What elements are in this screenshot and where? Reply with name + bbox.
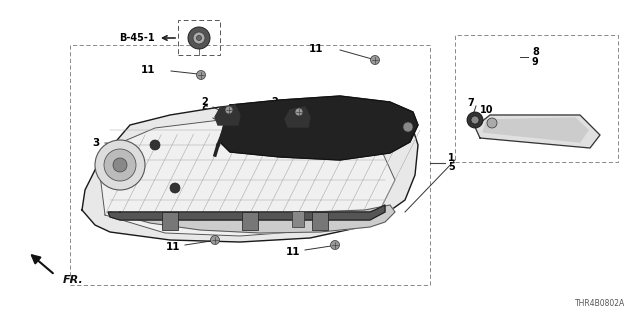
Circle shape: [150, 140, 160, 150]
Bar: [292, 211, 304, 227]
Polygon shape: [82, 100, 418, 242]
Text: 9: 9: [532, 57, 539, 67]
Bar: [70, 45, 430, 285]
Circle shape: [467, 112, 483, 128]
Text: 10: 10: [480, 105, 493, 115]
Circle shape: [211, 236, 220, 244]
Text: 7: 7: [467, 98, 474, 108]
Polygon shape: [100, 115, 395, 236]
Text: 3: 3: [273, 214, 280, 224]
Polygon shape: [475, 115, 600, 148]
Bar: [312, 212, 328, 230]
Polygon shape: [285, 107, 310, 127]
Circle shape: [295, 108, 303, 116]
Circle shape: [487, 118, 497, 128]
Text: 5: 5: [448, 162, 455, 172]
Text: 2: 2: [271, 97, 278, 107]
Circle shape: [95, 140, 145, 190]
Circle shape: [196, 36, 202, 41]
Text: THR4B0802A: THR4B0802A: [575, 299, 625, 308]
Circle shape: [104, 149, 136, 181]
Polygon shape: [108, 205, 385, 220]
Text: 6: 6: [201, 105, 208, 115]
Circle shape: [225, 106, 233, 114]
Bar: [455, 35, 618, 162]
Text: B-45-1: B-45-1: [120, 33, 155, 43]
Polygon shape: [483, 118, 588, 142]
Bar: [178, 20, 220, 55]
Text: 11: 11: [285, 247, 300, 257]
Circle shape: [170, 183, 180, 193]
Text: 11: 11: [166, 242, 180, 252]
Text: 1: 1: [448, 153, 455, 163]
Circle shape: [403, 122, 413, 132]
Text: 4: 4: [271, 112, 278, 122]
Circle shape: [113, 158, 127, 172]
Circle shape: [188, 27, 210, 49]
Polygon shape: [110, 205, 395, 233]
Circle shape: [330, 241, 339, 250]
Circle shape: [196, 70, 205, 79]
Circle shape: [471, 116, 479, 124]
Text: 3: 3: [113, 183, 120, 193]
Text: FR.: FR.: [63, 275, 84, 285]
Circle shape: [371, 55, 380, 65]
Text: 3: 3: [93, 138, 100, 148]
Text: 11: 11: [141, 65, 155, 75]
Bar: [162, 212, 178, 230]
Bar: [242, 212, 258, 230]
Text: 6: 6: [271, 105, 278, 115]
Text: 2: 2: [201, 97, 208, 107]
Text: 4: 4: [201, 112, 208, 122]
Circle shape: [193, 32, 205, 44]
Polygon shape: [215, 105, 240, 125]
Polygon shape: [220, 96, 418, 160]
Text: 11: 11: [308, 44, 323, 54]
Text: 8: 8: [532, 47, 539, 57]
